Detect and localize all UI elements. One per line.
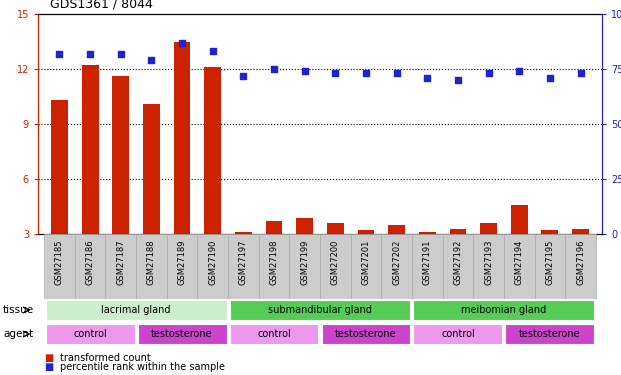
- Text: control: control: [257, 329, 291, 339]
- Text: GSM27191: GSM27191: [423, 239, 432, 285]
- Bar: [504, 234, 535, 299]
- Point: [238, 73, 248, 79]
- Bar: [412, 234, 443, 299]
- Point: [300, 68, 310, 74]
- Point: [85, 51, 95, 57]
- Text: GSM27202: GSM27202: [392, 239, 401, 285]
- Bar: [266, 221, 283, 234]
- Bar: [322, 324, 410, 344]
- Bar: [44, 234, 75, 299]
- Text: GDS1361 / 8044: GDS1361 / 8044: [50, 0, 153, 10]
- Text: GSM27193: GSM27193: [484, 239, 493, 285]
- Bar: [388, 225, 405, 234]
- Bar: [419, 232, 436, 234]
- Bar: [358, 230, 374, 234]
- Text: GSM27199: GSM27199: [300, 239, 309, 285]
- Text: ■: ■: [44, 362, 53, 372]
- Text: meibomian gland: meibomian gland: [461, 305, 546, 315]
- Bar: [143, 104, 160, 234]
- Text: testosterone: testosterone: [152, 329, 213, 339]
- Point: [330, 70, 340, 76]
- Bar: [51, 100, 68, 234]
- Bar: [414, 300, 594, 320]
- Bar: [174, 42, 191, 234]
- Bar: [480, 223, 497, 234]
- Point: [422, 75, 432, 81]
- Point: [147, 57, 156, 63]
- Point: [269, 66, 279, 72]
- Bar: [106, 234, 136, 299]
- Text: lacrimal gland: lacrimal gland: [101, 305, 171, 315]
- Text: control: control: [73, 329, 107, 339]
- Bar: [572, 228, 589, 234]
- Text: GSM27190: GSM27190: [208, 239, 217, 285]
- Bar: [82, 65, 99, 234]
- Point: [392, 70, 402, 76]
- Point: [177, 40, 187, 46]
- Text: control: control: [441, 329, 475, 339]
- Bar: [320, 234, 351, 299]
- Text: GSM27196: GSM27196: [576, 239, 585, 285]
- Bar: [197, 234, 228, 299]
- Bar: [75, 234, 106, 299]
- Text: GSM27192: GSM27192: [453, 239, 463, 285]
- Bar: [511, 205, 528, 234]
- Bar: [327, 223, 344, 234]
- Bar: [167, 234, 197, 299]
- Text: GSM27186: GSM27186: [86, 239, 94, 285]
- Bar: [473, 234, 504, 299]
- Text: GSM27194: GSM27194: [515, 239, 524, 285]
- Point: [453, 77, 463, 83]
- Bar: [542, 230, 558, 234]
- Bar: [450, 228, 466, 234]
- Text: GSM27200: GSM27200: [331, 239, 340, 285]
- Text: GSM27197: GSM27197: [239, 239, 248, 285]
- Bar: [505, 324, 594, 344]
- Bar: [46, 300, 227, 320]
- Text: submandibular gland: submandibular gland: [268, 305, 372, 315]
- Point: [514, 68, 524, 74]
- Text: tissue: tissue: [3, 305, 34, 315]
- Bar: [443, 234, 473, 299]
- Text: percentile rank within the sample: percentile rank within the sample: [60, 362, 225, 372]
- Bar: [535, 234, 565, 299]
- Point: [208, 48, 218, 54]
- Text: GSM27187: GSM27187: [116, 239, 125, 285]
- Point: [361, 70, 371, 76]
- Bar: [414, 324, 502, 344]
- Text: GSM27198: GSM27198: [270, 239, 279, 285]
- Text: ■: ■: [44, 353, 53, 363]
- Point: [55, 51, 65, 57]
- Bar: [351, 234, 381, 299]
- Point: [484, 70, 494, 76]
- Text: GSM27188: GSM27188: [147, 239, 156, 285]
- Text: GSM27189: GSM27189: [178, 239, 186, 285]
- Bar: [230, 324, 319, 344]
- Bar: [296, 217, 313, 234]
- Text: GSM27185: GSM27185: [55, 239, 64, 285]
- Text: GSM27201: GSM27201: [361, 239, 371, 285]
- Bar: [228, 234, 259, 299]
- Text: transformed count: transformed count: [60, 353, 150, 363]
- Bar: [289, 234, 320, 299]
- Bar: [138, 324, 227, 344]
- Text: testosterone: testosterone: [519, 329, 581, 339]
- Bar: [112, 76, 129, 234]
- Bar: [136, 234, 167, 299]
- Text: agent: agent: [3, 329, 34, 339]
- Text: GSM27195: GSM27195: [545, 239, 555, 285]
- Text: testosterone: testosterone: [335, 329, 397, 339]
- Point: [545, 75, 555, 81]
- Bar: [381, 234, 412, 299]
- Bar: [565, 234, 596, 299]
- Bar: [230, 300, 410, 320]
- Bar: [46, 324, 135, 344]
- Bar: [235, 232, 252, 234]
- Point: [576, 70, 586, 76]
- Bar: [259, 234, 289, 299]
- Point: [116, 51, 125, 57]
- Bar: [204, 67, 221, 234]
